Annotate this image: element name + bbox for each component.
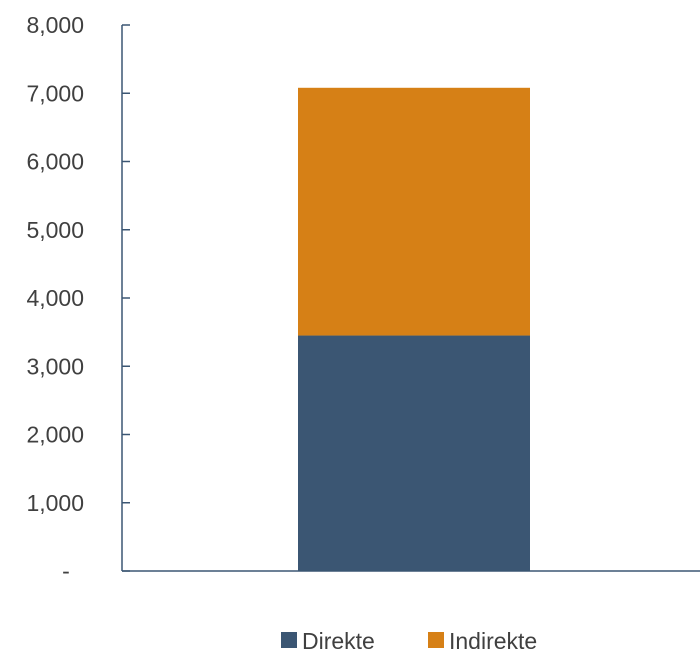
legend: Direkte Indirekte xyxy=(281,628,537,654)
legend-swatch-direkte xyxy=(281,632,297,648)
legend-label-direkte: Direkte xyxy=(302,628,375,654)
y-tick-label: 1,000 xyxy=(26,490,84,516)
y-tick-label: 7,000 xyxy=(26,80,84,106)
bar-segment-direkte xyxy=(298,335,530,571)
y-tick-label: 8,000 xyxy=(26,12,84,38)
legend-label-indirekte: Indirekte xyxy=(449,628,537,654)
y-tick-label: 5,000 xyxy=(26,217,84,243)
y-tick-label: 3,000 xyxy=(26,353,84,379)
y-tick-label: 6,000 xyxy=(26,149,84,175)
y-tick-label: - xyxy=(62,558,70,584)
y-tick-label: 4,000 xyxy=(26,285,84,311)
bar-segment-indirekte xyxy=(298,87,530,336)
y-tick-label: 2,000 xyxy=(26,422,84,448)
bars xyxy=(298,87,530,571)
legend-swatch-indirekte xyxy=(428,632,444,648)
y-axis-ticks: - 1,000 2,000 3,000 4,000 5,000 6,000 7,000 8,00… xyxy=(26,12,130,584)
